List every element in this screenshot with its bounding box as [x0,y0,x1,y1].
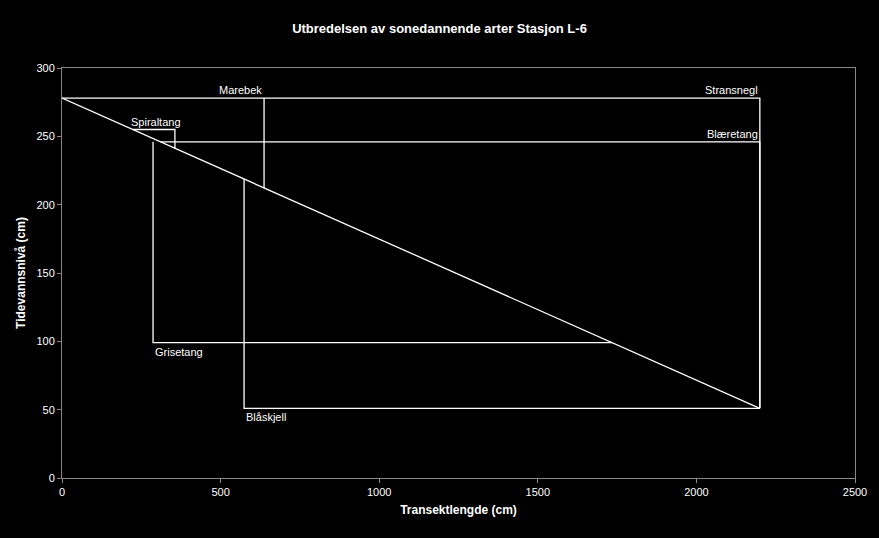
svg-text:Grisetang: Grisetang [155,346,203,358]
svg-text:Stransnegl: Stransnegl [705,84,758,96]
svg-text:200: 200 [36,199,54,211]
svg-text:0: 0 [59,486,65,498]
svg-text:0: 0 [49,472,55,484]
svg-text:100: 100 [36,335,54,347]
svg-text:Blåskjell: Blåskjell [246,411,286,423]
svg-text:Transektlengde (cm): Transektlengde (cm) [400,503,517,517]
svg-text:500: 500 [211,486,229,498]
svg-text:Marebek: Marebek [219,84,262,96]
svg-text:150: 150 [36,267,54,279]
svg-text:2000: 2000 [684,486,708,498]
svg-text:Spiraltang: Spiraltang [131,116,181,128]
svg-text:Tidevannsnivå (cm): Tidevannsnivå (cm) [14,217,28,329]
svg-text:Blæretang: Blæretang [707,128,758,140]
svg-text:250: 250 [36,130,54,142]
svg-text:Utbredelsen av sonedannende ar: Utbredelsen av sonedannende arter Stasjo… [292,21,587,36]
svg-text:1000: 1000 [367,486,391,498]
svg-text:2500: 2500 [843,486,867,498]
svg-text:50: 50 [43,404,55,416]
svg-text:300: 300 [36,62,54,74]
svg-text:1500: 1500 [526,486,550,498]
